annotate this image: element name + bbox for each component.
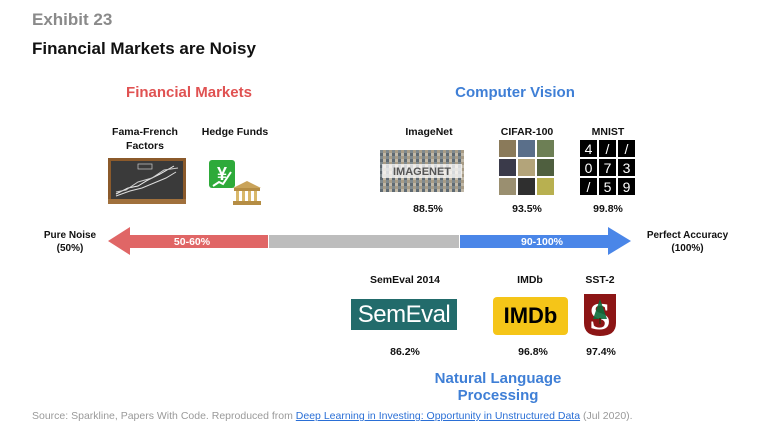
computer-vision-heading: Computer Vision [455, 84, 575, 101]
mnist-digit-cell: / [599, 140, 616, 157]
financial-markets-heading: Financial Markets [126, 84, 252, 101]
mnist-digit-cell: 9 [618, 178, 635, 195]
gray-bar-segment [269, 235, 459, 248]
mnist-digit-cell: 3 [618, 159, 635, 176]
mnist-digit-cell: 7 [599, 159, 616, 176]
imagenet-mosaic-icon: IMAGENET [380, 150, 464, 192]
svg-text:/: / [606, 141, 610, 157]
sst2-label: SST-2 [585, 274, 615, 286]
sst2-value: 97.4% [586, 346, 616, 358]
svg-text:3: 3 [623, 160, 631, 176]
semeval-value: 86.2% [390, 346, 420, 358]
svg-text:¥: ¥ [217, 164, 227, 184]
exhibit-number: Exhibit 23 [32, 10, 113, 29]
pure-noise-label: Pure Noise (50%) [43, 230, 97, 254]
nlp-heading: Natural Language Processing [434, 370, 562, 404]
source-suffix: (Jul 2020). [580, 410, 633, 422]
fama-french-label: Fama-French Factors [112, 126, 178, 152]
hedge-funds-label: Hedge Funds [201, 126, 269, 138]
perfect-accuracy-label: Perfect Accuracy (100%) [646, 230, 729, 254]
mnist-digit-cell: 4 [580, 140, 597, 157]
left-range-label: 50-60% [173, 236, 211, 248]
blue-arrow-segment [460, 227, 631, 255]
bank-money-icon: ¥ [209, 160, 261, 205]
imdb-logo-icon: IMDb [493, 297, 568, 335]
stanford-logo-icon: S [584, 294, 616, 337]
mnist-value: 99.8% [593, 203, 623, 215]
red-arrow-segment [108, 227, 268, 255]
mnist-digit-cell: 0 [580, 159, 597, 176]
svg-text:4: 4 [585, 141, 593, 157]
svg-text:0: 0 [585, 160, 593, 176]
cifar-grid-icon [499, 140, 554, 195]
svg-text:7: 7 [604, 160, 612, 176]
source-note: Source: Sparkline, Papers With Code. Rep… [32, 410, 633, 422]
cifar-label: CIFAR-100 [500, 126, 554, 138]
imdb-label: IMDb [517, 274, 543, 286]
mnist-label: MNIST [591, 126, 625, 138]
source-link[interactable]: Deep Learning in Investing: Opportunity … [295, 410, 581, 422]
svg-text:/: / [625, 141, 629, 157]
svg-text:9: 9 [623, 179, 631, 195]
imagenet-logo-text: IMAGENET [393, 166, 451, 178]
svg-text:5: 5 [604, 179, 612, 195]
cifar-value: 93.5% [512, 203, 542, 215]
mnist-digit-cell: / [580, 178, 597, 195]
mnist-digit-cell: 5 [599, 178, 616, 195]
svg-text:/: / [587, 179, 591, 195]
accuracy-axis-arrow [108, 227, 631, 255]
mnist-digit-cell: / [618, 140, 635, 157]
mnist-digits-icon: 4 / / 0 7 3 / 5 9 [580, 140, 636, 196]
source-prefix: Source: Sparkline, Papers With Code. Rep… [32, 410, 296, 422]
imdb-value: 96.8% [518, 346, 548, 358]
semeval-label: SemEval 2014 [369, 274, 441, 286]
chalkboard-chart-icon [108, 158, 186, 204]
imagenet-label: ImageNet [405, 126, 453, 138]
right-range-label: 90-100% [520, 236, 564, 248]
imagenet-value: 88.5% [413, 203, 443, 215]
semeval-logo-icon: SemEval [351, 299, 457, 330]
page-title: Financial Markets are Noisy [32, 39, 256, 58]
